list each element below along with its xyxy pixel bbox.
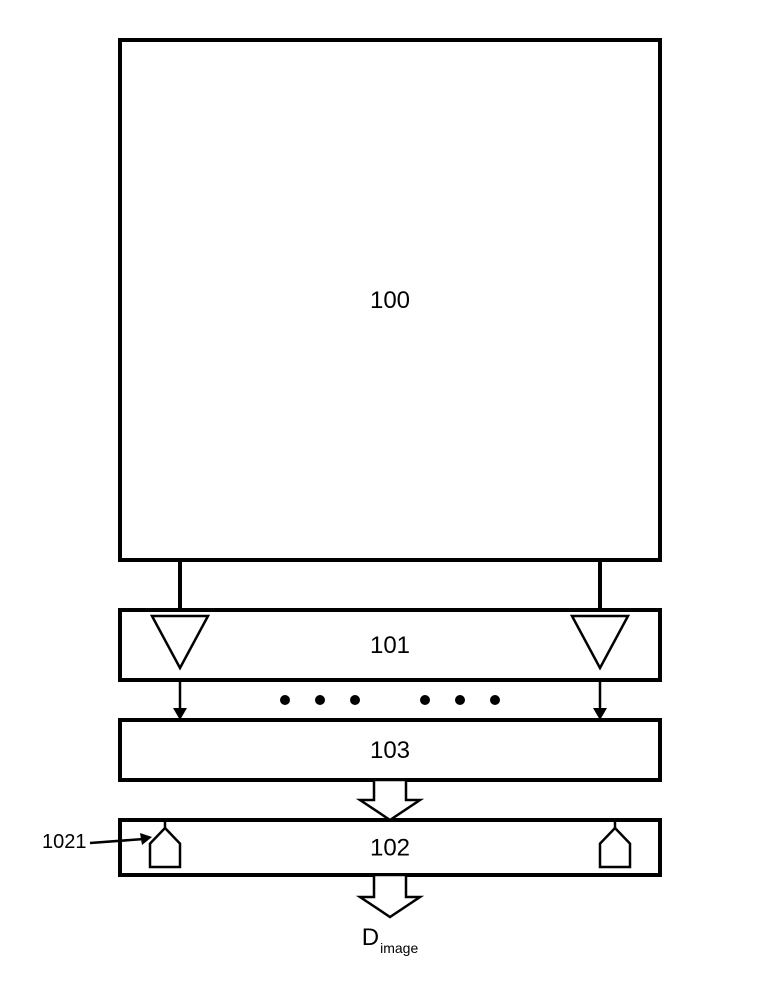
ellipsis-dot <box>280 695 290 705</box>
marker-1021-right-icon <box>600 828 630 867</box>
output-label: Dimage <box>362 924 419 956</box>
block-arrow-output-icon <box>360 875 420 917</box>
amplifier-right-icon <box>572 616 628 668</box>
ellipsis-dot <box>455 695 465 705</box>
marker-1021-left-icon <box>150 828 180 867</box>
ellipsis-dot <box>420 695 430 705</box>
block-103-label: 103 <box>370 737 410 764</box>
block-arrow-103-102-icon <box>360 780 420 820</box>
block-diagram: 100 101 103 102 Dimage 1021 <box>0 0 768 1000</box>
ellipsis-dot <box>315 695 325 705</box>
ellipsis-dot <box>350 695 360 705</box>
pointer-1021-label: 1021 <box>42 831 87 853</box>
block-100-label: 100 <box>370 287 410 314</box>
ellipsis-dot <box>490 695 500 705</box>
block-102-label: 102 <box>370 835 410 862</box>
block-101-label: 101 <box>370 632 410 659</box>
amplifier-left-icon <box>152 616 208 668</box>
